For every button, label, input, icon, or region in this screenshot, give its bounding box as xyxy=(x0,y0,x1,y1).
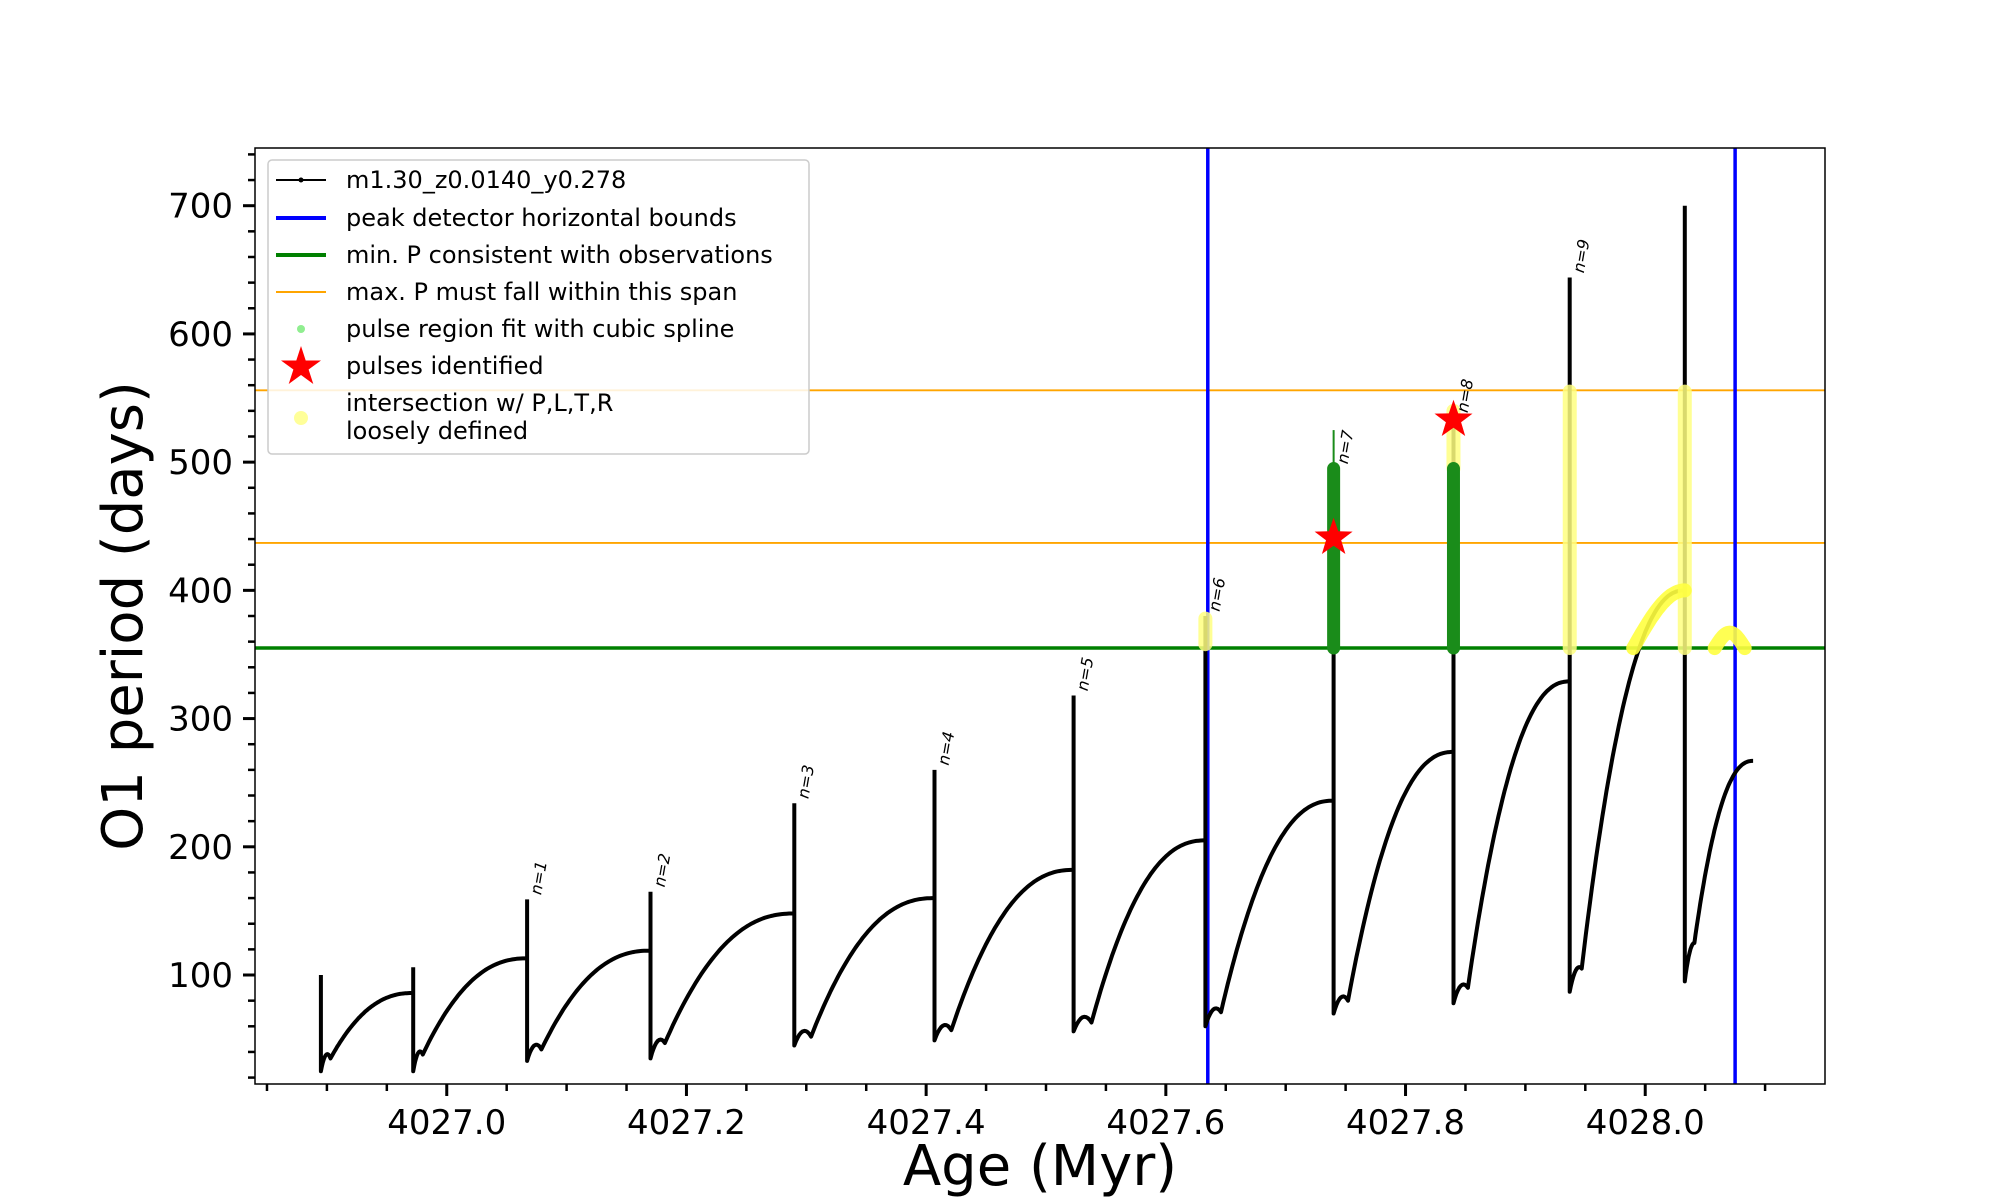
x-tick-label: 4028.0 xyxy=(1586,1103,1705,1143)
legend-marker-star xyxy=(281,346,321,384)
legend-label-intersection: intersection w/ P,L,T,R xyxy=(346,389,613,417)
legend: m1.30_z0.0140_y0.278 peak detector horiz… xyxy=(267,159,810,455)
model-curve-segment xyxy=(318,975,414,1074)
legend-frame xyxy=(267,159,810,455)
legend-label-model: m1.30_z0.0140_y0.278 xyxy=(346,166,626,194)
model-curve-segment xyxy=(1451,417,1570,1006)
identified-pulse-star xyxy=(1434,399,1473,436)
legend-marker-model-dot xyxy=(298,177,304,183)
y-tick-label: 600 xyxy=(168,315,233,355)
legend-entry-intersection: intersection w/ P,L,T,R loosely defined xyxy=(294,389,613,445)
x-tick-label: 4027.6 xyxy=(1106,1103,1225,1143)
model-curve-segment xyxy=(1071,695,1206,1034)
legend-entry-spline-fit: pulse region fit with cubic spline xyxy=(297,315,734,343)
legend-label-peak-bounds: peak detector horizontal bounds xyxy=(346,204,737,232)
x-tick-label: 4027.0 xyxy=(387,1103,506,1143)
y-tick-label: 100 xyxy=(168,956,233,996)
model-curve-segment xyxy=(648,891,795,1061)
x-tick-label: 4027.8 xyxy=(1346,1103,1465,1143)
x-tick-label: 4027.4 xyxy=(867,1103,986,1143)
legend-entry-peak-bounds: peak detector horizontal bounds xyxy=(276,204,737,232)
loose-intersection-arc xyxy=(1626,583,1692,656)
legend-label-spline-fit: pulse region fit with cubic spline xyxy=(346,315,734,343)
model-curve-segment xyxy=(411,956,528,1074)
model-curve-segment xyxy=(1203,616,1334,1029)
model-curve-segment xyxy=(1331,468,1454,1016)
x-axis-title: Age (Myr) xyxy=(903,1134,1177,1199)
y-tick-label: 200 xyxy=(168,828,233,868)
loose-intersection-arc xyxy=(1707,625,1752,656)
y-tick-label: 700 xyxy=(168,187,233,227)
legend-label-pulses-identified: pulses identified xyxy=(346,352,544,380)
plot-content xyxy=(255,148,1825,1084)
legend-label-min-period: min. P consistent with observations xyxy=(346,241,773,269)
identified-pulse-star xyxy=(1314,517,1353,554)
y-tick-label: 300 xyxy=(168,700,233,740)
legend-marker-spline-fit xyxy=(297,325,305,333)
y-axis-title: O1 period (days) xyxy=(91,381,156,851)
legend-entry-pulses-identified: pulses identified xyxy=(281,346,544,384)
legend-entry-model: m1.30_z0.0140_y0.278 xyxy=(276,166,626,194)
legend-marker-intersection xyxy=(294,411,308,425)
y-tick-label: 400 xyxy=(168,571,233,611)
legend-entry-min-period: min. P consistent with observations xyxy=(276,241,773,269)
model-curve-segment xyxy=(525,899,651,1063)
legend-entry-max-period-span: max. P must fall within this span xyxy=(276,278,737,306)
model-curve-segment xyxy=(1682,205,1754,984)
legend-label-intersection-line2: loosely defined xyxy=(346,417,528,445)
x-tick-label: 4027.2 xyxy=(627,1103,746,1143)
legend-label-max-period-span: max. P must fall within this span xyxy=(346,278,737,306)
axis-ticks: 4027.0 4027.2 4027.4 4027.6 4027.8 4028.0 100 2… xyxy=(168,153,1767,1143)
model-curve-segment xyxy=(932,769,1074,1043)
model-curve-segment xyxy=(792,803,935,1048)
y-tick-label: 500 xyxy=(168,443,233,483)
